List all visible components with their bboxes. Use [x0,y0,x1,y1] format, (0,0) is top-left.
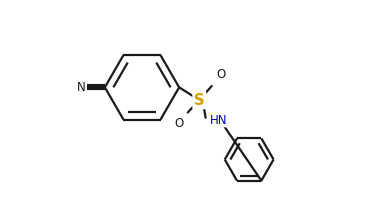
Text: O: O [217,68,226,81]
Text: HN: HN [210,114,227,127]
Text: S: S [194,93,204,108]
Text: N: N [77,81,86,94]
Text: O: O [174,117,183,130]
